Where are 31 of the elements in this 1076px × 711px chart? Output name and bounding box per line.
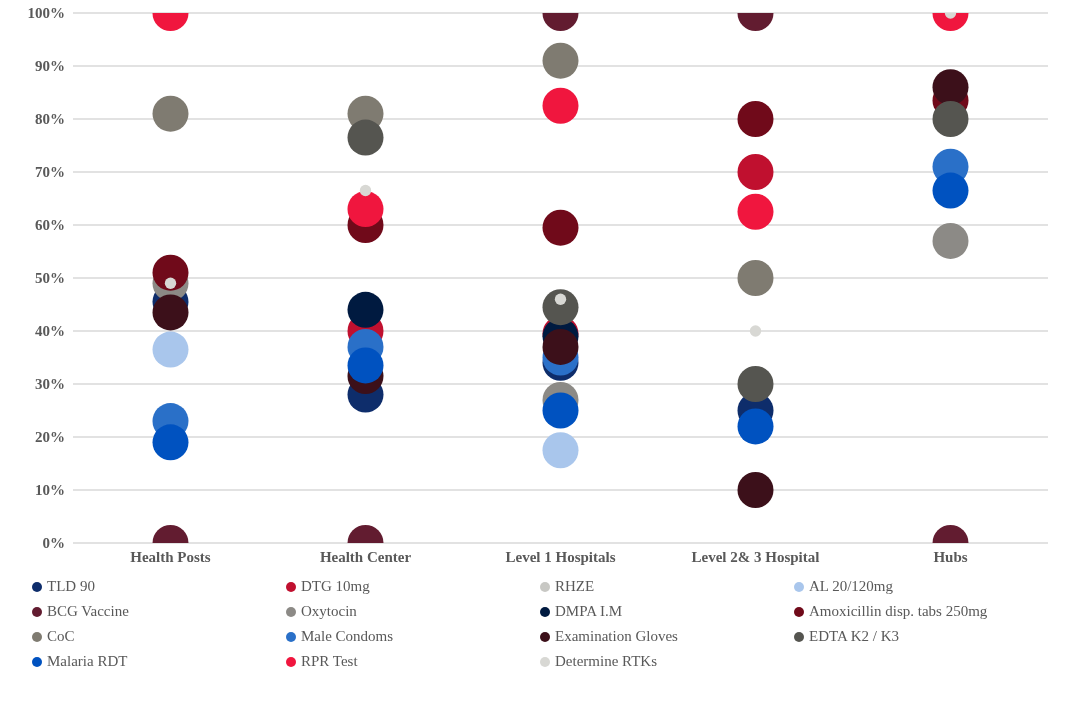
legend-label: Malaria RDT	[47, 653, 128, 670]
x-tick-label: Hubs	[933, 548, 968, 565]
legend-label: Oxytocin	[301, 603, 357, 620]
x-tick-label: Health Posts	[130, 548, 211, 565]
y-tick-label: 60%	[35, 217, 65, 234]
y-tick-label: 80%	[35, 111, 65, 128]
y-tick-label: 70%	[35, 164, 65, 181]
y-tick-label: 90%	[35, 58, 65, 75]
legend-label: Amoxicillin disp. tabs 250mg	[809, 603, 988, 620]
legend-label: Examination Gloves	[555, 628, 678, 645]
y-tick-label: 20%	[35, 429, 65, 446]
y-tick-label: 50%	[35, 270, 65, 287]
y-tick-label: 40%	[35, 323, 65, 340]
legend-label: DMPA I.M	[555, 603, 622, 620]
legend-label: DTG 10mg	[301, 578, 370, 595]
legend-label: CoC	[47, 628, 75, 645]
legend-label: Determine RTKs	[555, 653, 657, 670]
legend-label: Male Condoms	[301, 628, 394, 645]
y-tick-label: 100%	[27, 5, 65, 22]
y-tick-label: 0%	[42, 535, 65, 552]
legend-label: RHZE	[555, 578, 595, 595]
legend-label: EDTA K2 / K3	[809, 628, 900, 645]
y-tick-label: 30%	[35, 376, 65, 393]
x-tick-label: Health Center	[319, 548, 412, 565]
legend-label: RPR Test	[301, 653, 358, 670]
legend-label: BCG Vaccine	[47, 603, 129, 620]
x-tick-label: Level 1 Hospitals	[505, 548, 616, 565]
x-tick-label: Level 2& 3 Hospital	[691, 548, 820, 565]
legend-label: TLD 90	[47, 578, 95, 595]
y-tick-label: 10%	[35, 482, 65, 499]
legend-label: AL 20/120mg	[809, 578, 894, 595]
